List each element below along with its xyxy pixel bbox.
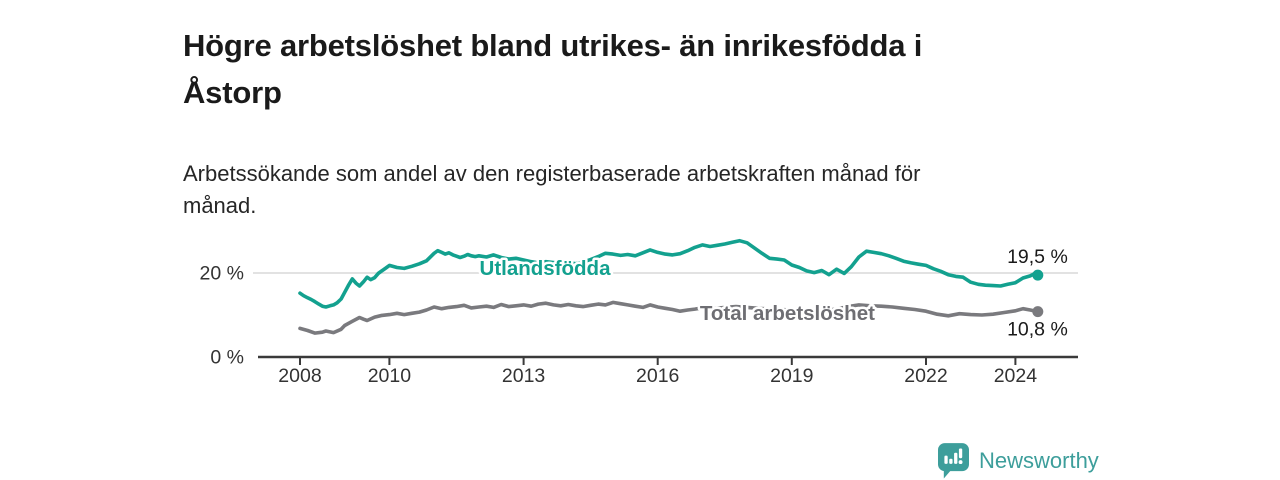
end-dot-total-arbetsl-shet [1032,306,1044,318]
y-tick-label: 20 % [200,263,244,285]
end-dot-utlandsf-dda [1032,269,1044,281]
x-tick-label-2013: 2013 [502,365,545,387]
end-value-label-total-arbetsl-shet: 10,8 % [1007,319,1068,341]
series-label-utlandsf-dda: Utlandsfödda [480,257,612,280]
newsworthy-brand-text: Newsworthy [979,448,1099,473]
x-tick-label-2016: 2016 [636,365,679,387]
page-subtitle: Arbetssökande som andel av den registerb… [183,161,921,218]
x-tick-label-2022: 2022 [904,365,947,387]
newsworthy-logo: Newsworthy [938,443,1099,479]
x-tick-label-2008: 2008 [278,365,321,387]
line-utlandsf-dda [298,238,1040,309]
x-tick-label-2024: 2024 [994,365,1038,387]
page-title: Högre arbetslöshet bland utrikes- än inr… [183,27,923,110]
line-total-arbetsl-shet [298,300,1040,335]
newsworthy-speech-bubble-bar-chart-icon [938,443,969,479]
x-tick-label-2019: 2019 [770,365,813,387]
series-label-total-arbetsl-shet: Total arbetslöshet [700,302,875,325]
y-tick-label: 0 % [210,347,244,369]
x-tick-label-2010: 2010 [368,365,412,387]
end-value-label-utlandsf-dda: 19,5 % [1007,246,1068,268]
